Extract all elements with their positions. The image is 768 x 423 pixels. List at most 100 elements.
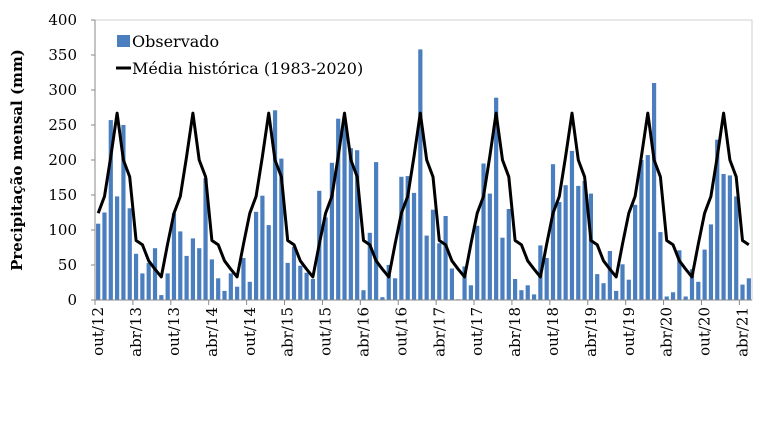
line-media-historica-path bbox=[96, 111, 750, 279]
bar-observado bbox=[500, 237, 505, 300]
bar-observado bbox=[418, 49, 423, 301]
y-tick-label: 250 bbox=[48, 116, 77, 134]
bar-observado bbox=[576, 185, 581, 300]
bar-observado bbox=[272, 110, 278, 300]
bar-observado bbox=[380, 297, 385, 300]
bar-observado bbox=[392, 278, 398, 300]
bar-observado bbox=[279, 158, 284, 300]
bar-observado bbox=[525, 285, 530, 300]
x-tick-label: out/15 bbox=[317, 307, 335, 356]
bar-observado bbox=[178, 231, 183, 300]
bar-observado bbox=[740, 284, 745, 300]
bar-observado bbox=[165, 273, 170, 300]
bar-observado bbox=[595, 274, 600, 300]
axes: 0 50 100 150 200 250 300 350 400 out/12 abr/13 out/… bbox=[48, 11, 752, 357]
bar-observado bbox=[626, 279, 631, 300]
bar-observado bbox=[746, 278, 751, 300]
bar-observado bbox=[531, 294, 537, 300]
bar-observado bbox=[645, 155, 650, 300]
legend-label-observado: Observado bbox=[132, 32, 219, 51]
x-tick-label: abr/14 bbox=[203, 307, 221, 357]
bar-observado bbox=[140, 273, 145, 300]
bar-observado bbox=[222, 290, 227, 300]
bar-observado bbox=[437, 243, 442, 300]
bar-observado bbox=[494, 97, 499, 300]
bar-observado bbox=[550, 164, 556, 300]
bar-observado bbox=[563, 185, 568, 300]
bar-observado bbox=[197, 248, 202, 300]
bar-observado bbox=[405, 176, 410, 300]
bar-observado bbox=[323, 217, 328, 300]
bar-observado bbox=[247, 281, 252, 300]
bar-observado bbox=[310, 279, 316, 300]
x-tick-label: out/18 bbox=[544, 307, 562, 356]
bar-observado bbox=[670, 292, 676, 300]
bar-observado bbox=[184, 255, 189, 300]
bar-observado bbox=[115, 196, 120, 300]
bar-observado bbox=[203, 178, 208, 300]
y-tick-label: 50 bbox=[58, 256, 77, 274]
x-tick-label: out/14 bbox=[241, 307, 259, 356]
bar-observado bbox=[285, 262, 290, 300]
bar-observado bbox=[651, 83, 657, 300]
bar-observado bbox=[374, 162, 379, 300]
bar-observado bbox=[721, 174, 726, 300]
bar-observado bbox=[298, 265, 303, 300]
bar-observado bbox=[121, 125, 126, 300]
bar-observado bbox=[658, 232, 663, 300]
bar-observado bbox=[601, 283, 606, 300]
bar-observado bbox=[708, 224, 714, 300]
bar-observado bbox=[253, 211, 259, 300]
bar-observado bbox=[639, 160, 644, 300]
bar-observado bbox=[614, 290, 619, 300]
bars-observado bbox=[96, 49, 751, 301]
bar-observado bbox=[209, 259, 214, 300]
bar-observado bbox=[216, 278, 221, 300]
y-tick-label: 400 bbox=[48, 11, 77, 29]
x-tick-label: abr/18 bbox=[506, 307, 524, 357]
bar-observado bbox=[411, 192, 417, 300]
x-tick-label: out/17 bbox=[468, 307, 486, 356]
bar-observado bbox=[683, 296, 688, 300]
bar-observado bbox=[449, 268, 455, 300]
x-tick-label: out/12 bbox=[89, 307, 107, 356]
bar-observado bbox=[159, 295, 164, 300]
bar-observado bbox=[443, 216, 448, 300]
bar-observado bbox=[329, 162, 334, 300]
bar-observado bbox=[430, 209, 436, 300]
legend: Observado Média histórica (1983-2020) bbox=[116, 32, 363, 78]
bar-observado bbox=[102, 212, 107, 300]
bar-observado bbox=[108, 120, 113, 300]
bar-observado bbox=[367, 232, 372, 300]
bar-observado bbox=[519, 290, 524, 300]
y-tick-label: 0 bbox=[67, 291, 77, 309]
bar-observado bbox=[291, 246, 297, 300]
x-tick-label: out/20 bbox=[696, 307, 714, 356]
y-tick-label: 100 bbox=[48, 221, 77, 239]
bar-observado bbox=[544, 258, 549, 300]
legend-label-media: Média histórica (1983-2020) bbox=[132, 59, 363, 78]
bar-observado bbox=[146, 262, 151, 300]
bar-observado bbox=[607, 251, 612, 300]
bar-observado bbox=[386, 265, 391, 300]
x-tick-label: out/13 bbox=[165, 307, 183, 356]
x-tick-label: abr/13 bbox=[127, 307, 145, 357]
bar-observado bbox=[734, 196, 739, 300]
x-tick-label: abr/15 bbox=[279, 307, 297, 357]
y-tick-label: 200 bbox=[48, 151, 77, 169]
y-tick-label: 150 bbox=[48, 186, 77, 204]
x-tick-label: abr/21 bbox=[734, 307, 752, 357]
bar-observado bbox=[689, 269, 695, 300]
bar-observado bbox=[228, 273, 233, 300]
bar-observado bbox=[260, 195, 265, 300]
x-tick-label: abr/16 bbox=[354, 307, 372, 357]
x-tick-label: out/16 bbox=[392, 307, 410, 356]
bar-observado bbox=[481, 163, 486, 300]
bar-observado bbox=[487, 193, 492, 300]
bar-observado bbox=[361, 290, 366, 300]
bar-observado bbox=[620, 264, 625, 300]
bar-observado bbox=[633, 204, 638, 300]
bar-observado bbox=[235, 286, 240, 300]
bar-observado bbox=[171, 213, 177, 300]
